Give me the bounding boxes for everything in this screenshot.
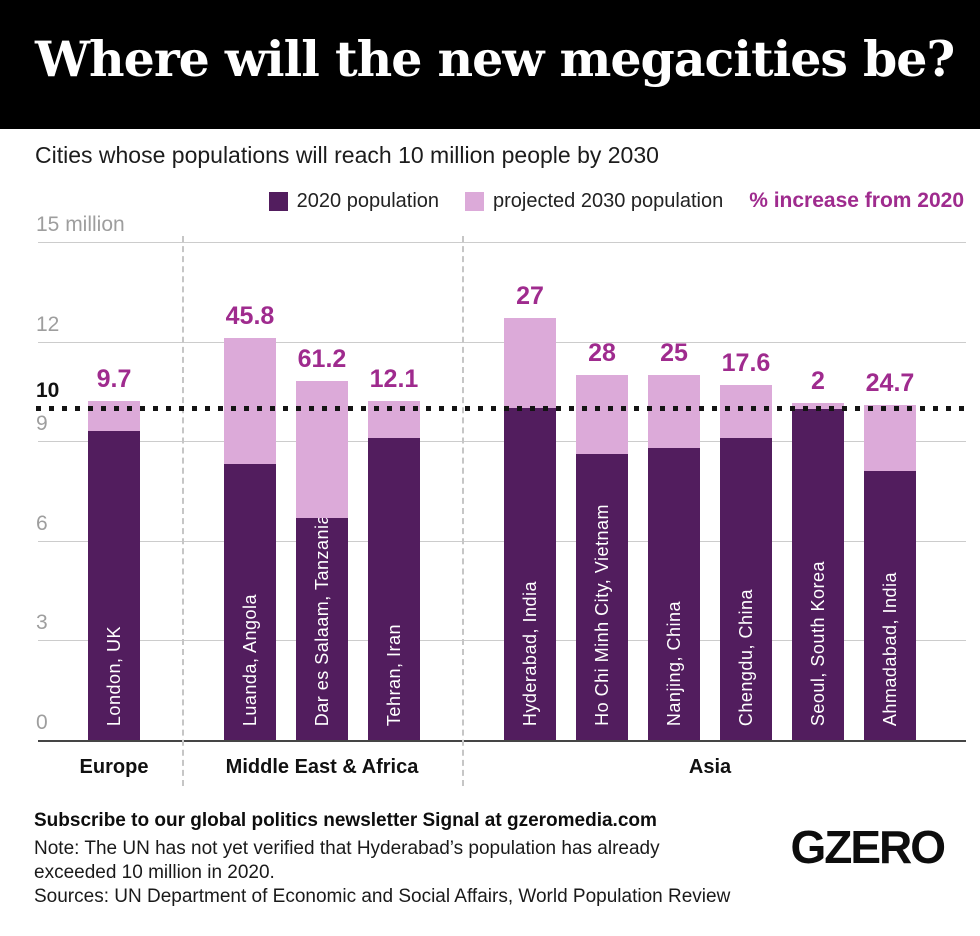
x-axis-line [38, 740, 966, 742]
pct-increase-label: 12.1 [369, 365, 419, 394]
gridline [38, 341, 966, 343]
bar-2020-segment [88, 431, 140, 740]
y-tick-label: 12 [36, 312, 60, 336]
bar-city-label: Tehran, Iran [383, 623, 404, 726]
bar-city-label-box: London, UK [88, 431, 140, 740]
footer-note-line-2: exceeded 10 million in 2020. [34, 862, 275, 883]
group-label: Middle East & Africa [225, 756, 419, 778]
bar-city-label-box: Nanjing, China [648, 448, 700, 740]
group-separator [182, 236, 184, 786]
group-separator [462, 236, 464, 786]
bar-2020-segment [224, 464, 276, 740]
bar-city-label-box: Dar es Salaam, Tanzania [296, 518, 348, 740]
group-label: Asia [688, 756, 732, 778]
bar-2020-segment [296, 517, 348, 740]
bar-2020-segment [368, 437, 420, 740]
pct-increase-label: 28 [588, 338, 616, 367]
bar-2020-segment [576, 454, 628, 740]
reference-line-10m [36, 406, 966, 411]
y-tick-label: 15 million [36, 213, 125, 236]
y-tick-label: 0 [36, 711, 48, 734]
legend: 2020 population projected 2030 populatio… [268, 189, 964, 213]
legend-pct-increase-label: % increase from 2020 [749, 189, 964, 212]
bar-2020-segment [648, 447, 700, 740]
bar-city-label-box: Ahmadabad, India [864, 471, 916, 740]
gridline [38, 640, 966, 642]
bar-city-label-box: Ho Chi Minh City, Vietnam [576, 454, 628, 740]
footer-sources-line: Sources: UN Department of Economic and S… [34, 886, 731, 907]
header-band: Where will the new megacities be? [0, 0, 980, 129]
bar-city-label: Dar es Salaam, Tanzania [311, 517, 332, 726]
y-tick-label: 9 [36, 412, 48, 436]
bar-2020-segment [864, 471, 916, 740]
bar-2020-segment [792, 409, 844, 740]
bar-city-label-box: Tehran, Iran [368, 438, 420, 740]
bar-2020-segment [504, 408, 556, 740]
gridline [38, 540, 966, 542]
footer-note-line-1: Note: The UN has not yet verified that H… [34, 838, 660, 859]
pct-increase-label: 17.6 [721, 348, 771, 377]
bar-city-label: London, UK [103, 625, 124, 726]
gzero-logo: GZERO [790, 821, 946, 873]
group-label: Europe [79, 756, 149, 778]
chart-subtitle: Cities whose populations will reach 10 m… [35, 142, 659, 168]
bar-city-label: Ho Chi Minh City, Vietnam [591, 504, 612, 726]
pct-increase-label: 45.8 [225, 302, 275, 331]
pct-increase-label: 27 [516, 282, 544, 311]
pct-increase-label: 24.7 [865, 368, 915, 397]
bar-2020-segment [720, 437, 772, 740]
legend-swatch-2020 [268, 191, 288, 211]
bar-city-label-box: Chengdu, China [720, 438, 772, 740]
bar-city-label: Chengdu, China [735, 588, 756, 726]
page-title: Where will the new megacities be? [35, 30, 955, 88]
pct-increase-label: 9.7 [96, 365, 132, 394]
legend-item-2020: 2020 population [268, 189, 440, 213]
pct-increase-label: 2 [811, 366, 825, 395]
legend-swatch-2030 [465, 191, 485, 211]
bar-city-label-box: Hyderabad, India [504, 408, 556, 740]
gridline [38, 242, 966, 243]
legend-label-2030: projected 2030 population [493, 189, 724, 212]
bar-city-label: Ahmadabad, India [879, 571, 900, 726]
y-tick-label: 10 [36, 379, 60, 402]
bar-city-label: Luanda, Angola [239, 593, 260, 726]
bar-city-label: Nanjing, China [663, 600, 684, 726]
legend-item-2030: projected 2030 population [465, 190, 723, 213]
bar-city-label: Seoul, South Korea [807, 560, 828, 726]
pct-increase-label: 25 [660, 338, 688, 367]
bar-city-label: Hyderabad, India [519, 580, 540, 726]
gridline [38, 441, 966, 443]
bar-city-label-box: Luanda, Angola [224, 464, 276, 740]
bar-city-label-box: Seoul, South Korea [792, 409, 844, 740]
y-tick-label: 3 [36, 611, 48, 635]
y-tick-label: 6 [36, 511, 48, 535]
legend-label-2020: 2020 population [296, 189, 440, 212]
pct-increase-label: 61.2 [297, 345, 347, 374]
footer-subscribe-line: Subscribe to our global politics newslet… [34, 810, 657, 831]
